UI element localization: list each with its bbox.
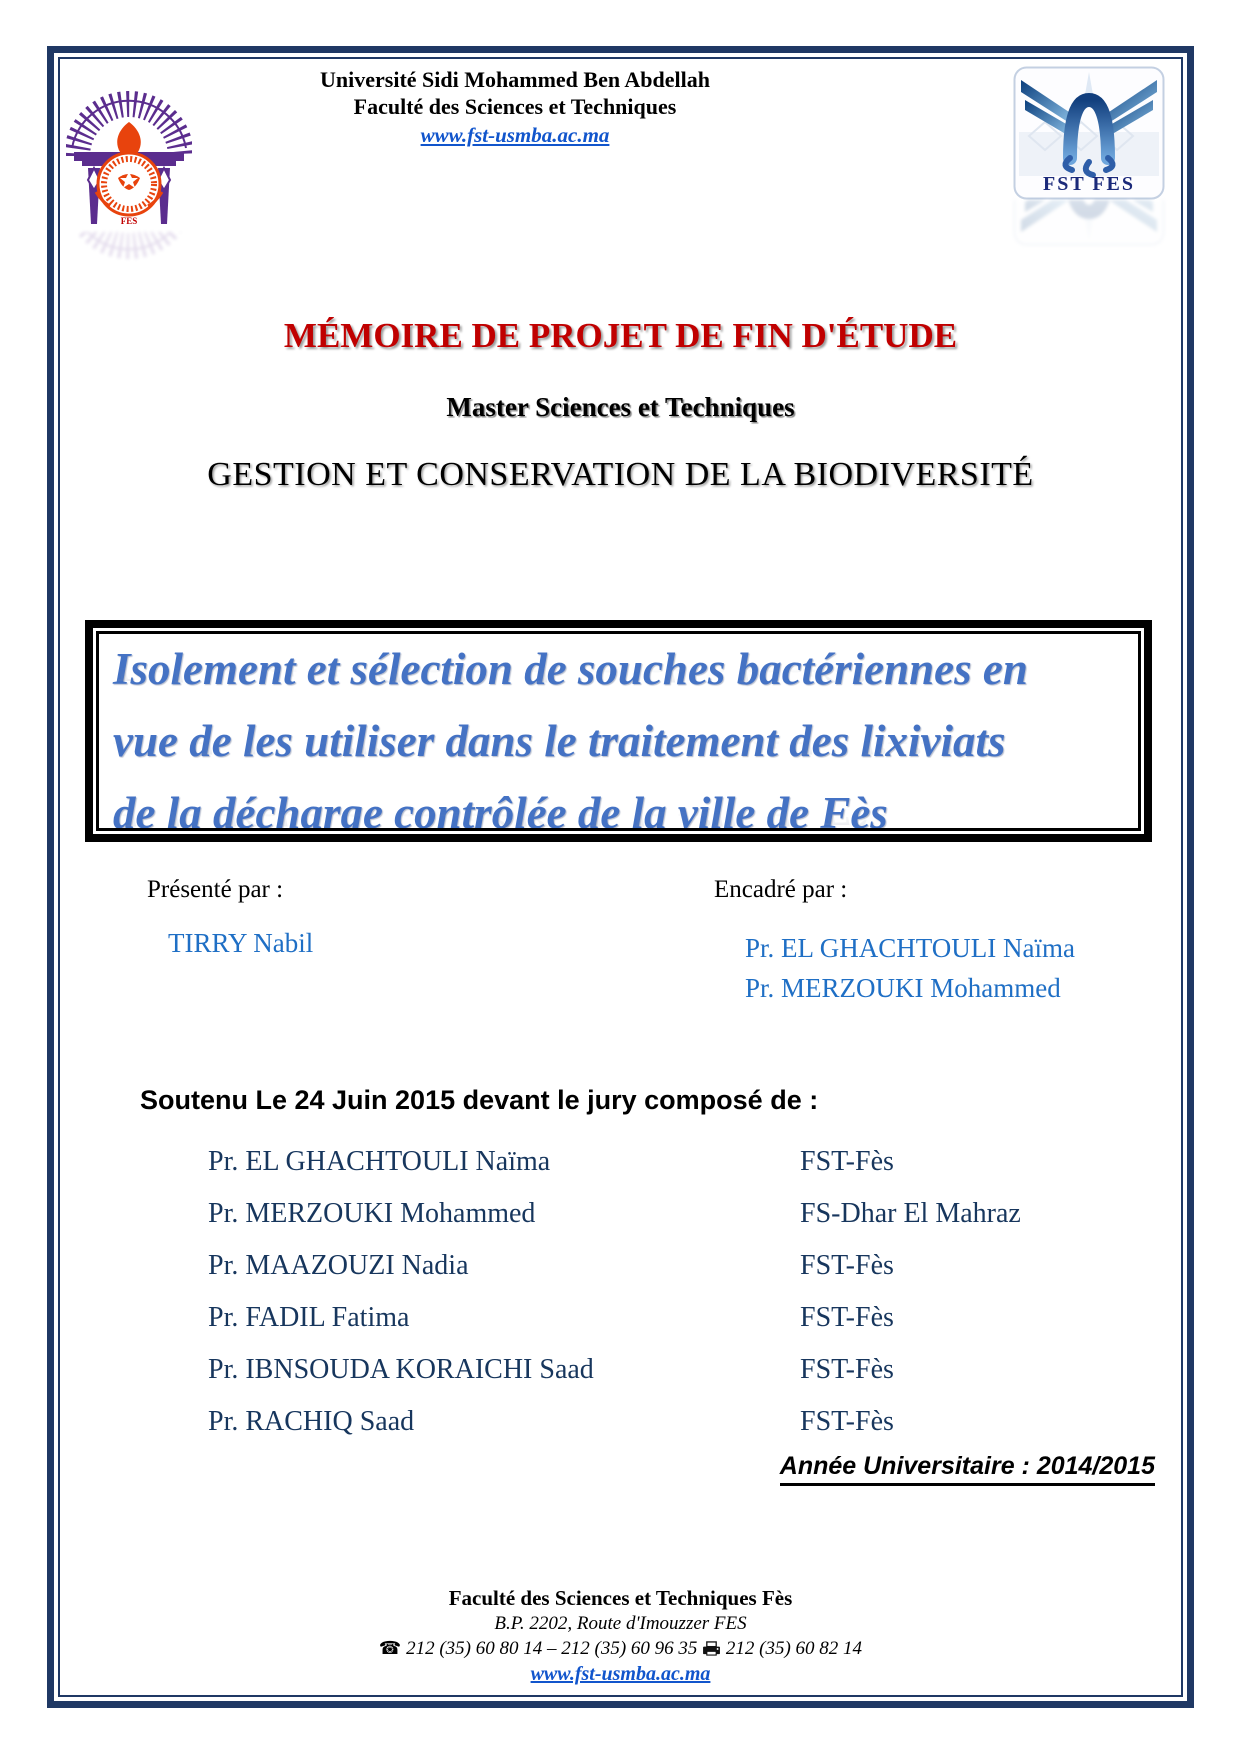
university-name: Université Sidi Mohammed Ben Abdellah — [320, 67, 710, 92]
jury-row: Pr. FADIL Fatima FST-Fès — [208, 1302, 1128, 1354]
jury-member-name: Pr. MERZOUKI Mohammed — [208, 1198, 536, 1229]
faculty-name: Faculté des Sciences et Techniques — [353, 94, 677, 119]
jury-list: Pr. EL GHACHTOULI Naïma FST-Fès Pr. MERZ… — [208, 1146, 1128, 1458]
jury-member-affiliation: FST-Fès — [800, 1250, 894, 1281]
thesis-title-box: Isolement et sélection de souches bactér… — [85, 620, 1152, 842]
jury-member-affiliation: FS-Dhar El Mahraz — [800, 1198, 1021, 1229]
header-website-link[interactable]: www.fst-usmba.ac.ma — [420, 123, 610, 147]
jury-member-name: Pr. EL GHACHTOULI Naïma — [208, 1146, 551, 1177]
thesis-title-line1: Isolement et sélection de souches bactér… — [113, 644, 1138, 716]
master-subtitle: Master Sciences et Techniques — [446, 392, 795, 422]
jury-member-affiliation: FST-Fès — [800, 1354, 894, 1385]
defense-intro: Soutenu Le 24 Juin 2015 devant le jury c… — [140, 1085, 819, 1115]
thesis-title-line2: vue de les utiliser dans le traitement d… — [113, 716, 1138, 788]
jury-member-affiliation: FST-Fès — [800, 1146, 894, 1177]
jury-member-name: Pr. RACHIQ Saad — [208, 1406, 415, 1437]
jury-member-name: Pr. MAAZOUZI Nadia — [208, 1250, 469, 1281]
footer-contact-line: ☎ 212 (35) 60 80 14 – 212 (35) 60 96 35 … — [64, 1636, 1177, 1661]
fax-icon — [703, 1641, 721, 1656]
academic-year: Année Universitaire : 2014/2015 — [779, 1452, 1155, 1486]
fst-fes-logo-reflection — [1013, 200, 1165, 246]
footer-phones: 212 (35) 60 80 14 – 212 (35) 60 96 35 — [406, 1638, 698, 1659]
thesis-title-line1-text: Isolement et sélection de souches bactér… — [113, 644, 1028, 694]
supervisor-1: Pr. EL GHACHTOULI Naïma — [745, 933, 1075, 963]
thesis-title-line3: de la décharge contrôlée de la ville de … — [113, 788, 1138, 831]
fst-fes-logo-icon: FST FES — [1013, 66, 1165, 200]
thesis-title-line2-reflection: vue de les utiliser dans le traitement d… — [113, 738, 1006, 763]
footer-fax: 212 (35) 60 82 14 — [725, 1638, 863, 1659]
phone-icon: ☎ — [378, 1638, 402, 1659]
header-text-block: Université Sidi Mohammed Ben Abdellah Fa… — [270, 66, 760, 148]
thesis-title-line3-text: de la décharge contrôlée de la ville de … — [113, 788, 888, 831]
jury-row: Pr. EL GHACHTOULI Naïma FST-Fès — [208, 1146, 1128, 1198]
jury-row: Pr. MAAZOUZI Nadia FST-Fès — [208, 1250, 1128, 1302]
page-border-inner — [58, 57, 1183, 1697]
university-emblem-icon: FES — [66, 91, 192, 226]
thesis-title-line1-reflection: Isolement et sélection de souches bactér… — [113, 666, 1028, 691]
thesis-title-box-inner: Isolement et sélection de souches bactér… — [96, 631, 1141, 831]
jury-member-affiliation: FST-Fès — [800, 1302, 894, 1333]
jury-member-name: Pr. IBNSOUDA KORAICHI Saad — [208, 1354, 594, 1385]
fst-fes-logo-label: FST FES — [1043, 173, 1135, 195]
presented-by-name: TIRRY Nabil — [168, 928, 314, 958]
university-emblem-reflection — [66, 232, 192, 286]
jury-row: Pr. MERZOUKI Mohammed FS-Dhar El Mahraz — [208, 1198, 1128, 1250]
jury-row: Pr. IBNSOUDA KORAICHI Saad FST-Fès — [208, 1354, 1128, 1406]
supervisors-block: Pr. EL GHACHTOULI Naïma Pr. MERZOUKI Moh… — [745, 928, 1075, 1008]
thesis-title-line3-reflection: de la décharge contrôlée de la ville de … — [113, 810, 1138, 828]
supervisor-2: Pr. MERZOUKI Mohammed — [745, 973, 1061, 1003]
jury-member-affiliation: FST-Fès — [800, 1406, 894, 1437]
page-border-outer — [47, 46, 1194, 1708]
emblem-fes-label: FES — [121, 216, 138, 226]
jury-row: Pr. RACHIQ Saad FST-Fès — [208, 1406, 1128, 1458]
program-title: GESTION ET CONSERVATION DE LA BIODIVERSI… — [207, 456, 1034, 493]
footer-address: B.P. 2202, Route d'Imouzzer FES — [494, 1613, 747, 1634]
supervised-by-label: Encadré par : — [714, 876, 848, 903]
memoire-title: MÉMOIRE DE PROJET DE FIN D'ÉTUDE — [283, 316, 958, 355]
thesis-title-line2-text: vue de les utiliser dans le traitement d… — [113, 716, 1006, 766]
jury-member-name: Pr. FADIL Fatima — [208, 1302, 410, 1333]
footer-website-link[interactable]: www.fst-usmba.ac.ma — [530, 1663, 711, 1685]
footer-faculty: Faculté des Sciences et Techniques Fès — [448, 1586, 793, 1610]
presented-by-label: Présenté par : — [147, 876, 284, 903]
university-emblem: FES — [66, 64, 192, 294]
fst-fes-logo: FST FES — [1013, 66, 1165, 266]
footer-block: Faculté des Sciences et Techniques Fès B… — [64, 1586, 1177, 1686]
